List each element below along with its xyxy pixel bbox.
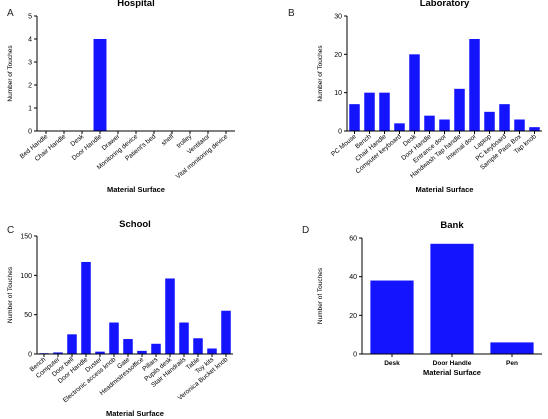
y-tick-label: 4 (28, 37, 32, 44)
bar-pc-keyboard (499, 104, 510, 131)
bar-computer (53, 352, 63, 354)
bar-sample-pass-box (514, 119, 525, 131)
x-tick-label: Pen (506, 360, 518, 367)
bar-pc-mouse (349, 104, 360, 131)
bar-headmistressoffice (137, 350, 147, 354)
y-tick-label: 1 (28, 106, 32, 113)
x-axis-label: Material Surface (106, 409, 164, 418)
y-tick-label: 30 (334, 14, 342, 21)
y-tick-label: 2 (28, 83, 32, 90)
bar-door-handle (93, 39, 107, 131)
bar-door-handle (81, 261, 91, 354)
bar-toy-kits (207, 348, 217, 354)
bar-electronic-access-knob (109, 322, 119, 354)
bar-handwash-tap-handle (454, 88, 465, 131)
y-axis-label: Number of Touches (317, 45, 324, 102)
bar-bench (364, 92, 375, 131)
y-tick-label: 0 (28, 129, 32, 136)
y-axis-label: Number of Touches (317, 267, 324, 324)
x-tick-label: shelf (160, 133, 175, 147)
bar-table (193, 338, 203, 354)
chart-title: School (119, 219, 151, 230)
y-tick-label: 50 (24, 312, 32, 319)
y-tick-label: 5 (28, 14, 32, 21)
y-tick-label: 0 (28, 352, 32, 359)
bar-gate (123, 339, 133, 354)
panel-letter: D (302, 225, 309, 236)
panel-letter: C (7, 225, 14, 236)
x-tick-label: Desk (384, 360, 400, 367)
bar-internal-door (469, 39, 480, 131)
bar-pupils-desk (165, 278, 175, 354)
bar-laptop (484, 111, 495, 131)
bar-duster (95, 351, 105, 354)
chart-title: Hospital (117, 0, 154, 9)
x-tick-label: Door Handle (433, 360, 472, 367)
bar-veronica-bucket-knob (221, 310, 231, 354)
y-tick-label: 20 (334, 52, 342, 59)
bar-pen (490, 342, 534, 354)
y-axis-label: Number of Touches (7, 266, 14, 323)
y-tick-label: 0 (338, 129, 342, 136)
bar-computer-keyboard (394, 123, 405, 131)
bar-pillars (151, 343, 161, 354)
bar-tap-knob (529, 127, 540, 131)
y-tick-label: 150 (20, 234, 32, 241)
bar-door-handle (424, 115, 435, 131)
x-axis-label: Material Surface (416, 185, 474, 194)
chart-title: Laboratory (420, 0, 470, 9)
y-tick-label: 20 (349, 313, 357, 320)
x-axis-label: Material Surface (423, 368, 481, 377)
y-tick-label: 40 (349, 274, 357, 281)
y-axis-label: Number of Touches (7, 45, 14, 102)
bar-door-bell (67, 334, 77, 354)
bar-door-handle (430, 243, 474, 354)
y-tick-label: 10 (334, 90, 342, 97)
bar-entrance-door (439, 119, 450, 131)
chart-panel-d: D Bank 0 20 40 60 Desk Door Handle Pen Material S… (302, 220, 542, 377)
panel-letter: A (7, 8, 14, 19)
bar-stair-handrails (179, 322, 189, 354)
bar-desk (409, 54, 420, 132)
y-tick-label: 0 (353, 352, 357, 359)
y-tick-label: 60 (349, 236, 357, 243)
y-tick-label: 3 (28, 60, 32, 67)
bar-desk (370, 280, 414, 354)
y-tick-label: 100 (20, 273, 32, 280)
panel-letter: B (288, 8, 295, 19)
chart-title: Bank (440, 220, 464, 231)
x-axis-label: Material Surface (107, 185, 165, 194)
bar-chair-handle (379, 92, 390, 131)
